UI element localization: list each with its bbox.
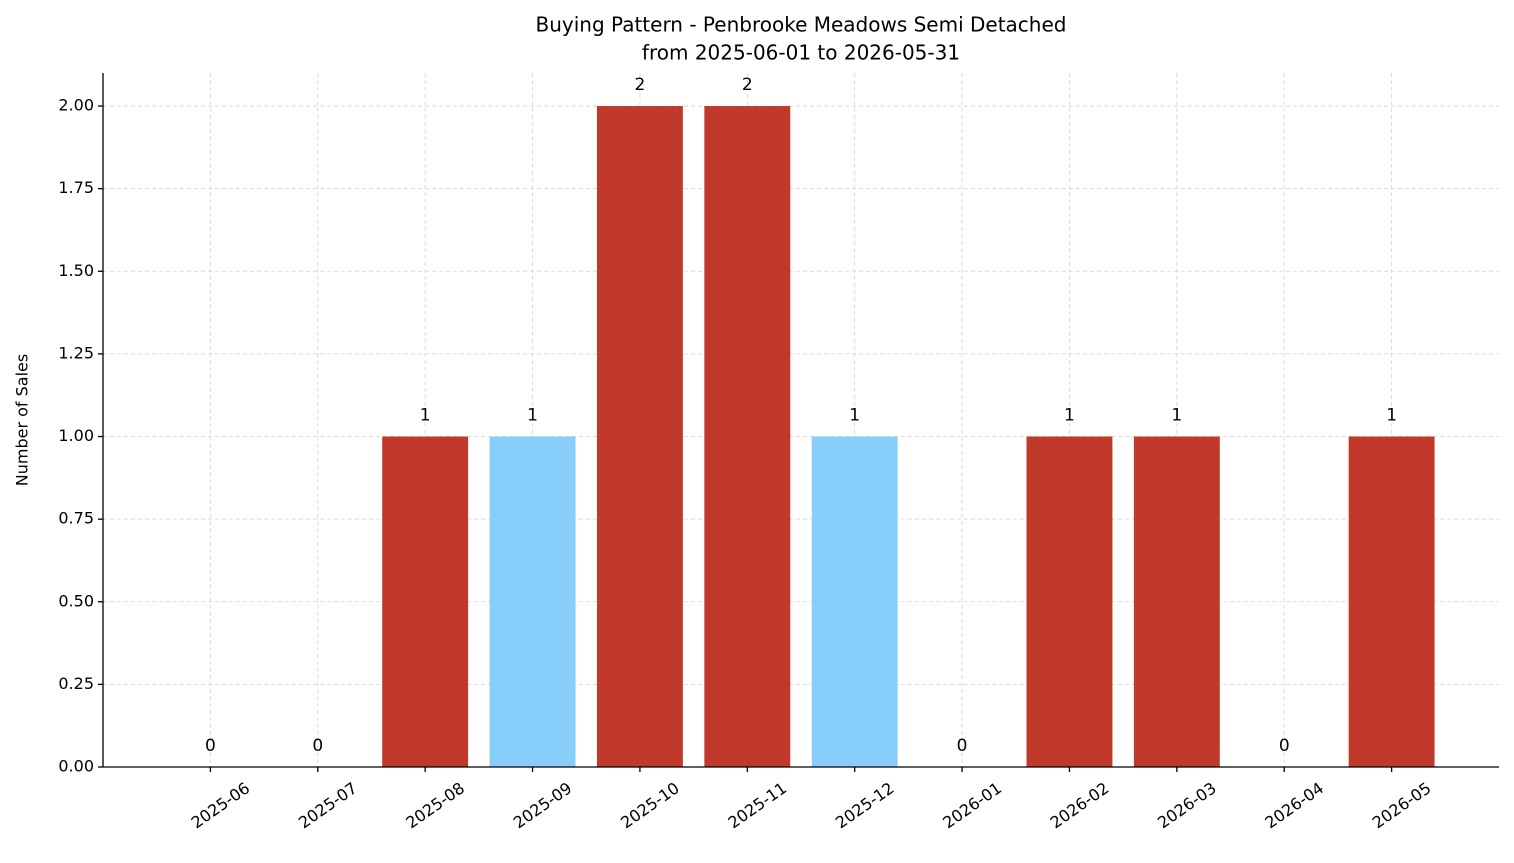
value-label: 1 xyxy=(527,406,538,426)
value-label: 1 xyxy=(1171,406,1182,426)
bar xyxy=(1348,436,1435,767)
value-label: 2 xyxy=(635,75,646,95)
bar xyxy=(811,436,898,767)
x-tick-label: 2025-06 xyxy=(188,778,254,832)
value-label: 0 xyxy=(957,736,968,756)
y-tick-label: 0.50 xyxy=(58,591,94,610)
y-tick-label: 0.75 xyxy=(58,509,94,528)
bar xyxy=(596,106,683,768)
x-tick-label: 2026-04 xyxy=(1261,778,1327,832)
value-label: 1 xyxy=(1386,406,1397,426)
y-tick-label: 0.00 xyxy=(58,757,94,776)
x-tick-label: 2025-12 xyxy=(832,778,898,832)
y-tick-label: 2.00 xyxy=(58,96,94,115)
value-label: 0 xyxy=(1279,736,1290,756)
x-tick-label: 2025-07 xyxy=(295,778,361,832)
bar xyxy=(1133,436,1220,767)
value-label: 0 xyxy=(205,736,216,756)
value-label: 0 xyxy=(312,736,323,756)
y-tick-label: 0.25 xyxy=(58,674,94,693)
x-tick-label: 2025-10 xyxy=(617,778,683,832)
value-label: 1 xyxy=(849,406,860,426)
value-label: 1 xyxy=(420,406,431,426)
bar xyxy=(489,436,576,767)
x-tick-label: 2025-09 xyxy=(510,778,576,832)
x-tick-label: 2025-08 xyxy=(402,778,468,832)
x-tick-label: 2026-01 xyxy=(939,778,1005,832)
x-tick-label: 2025-11 xyxy=(725,778,791,832)
value-label: 2 xyxy=(742,75,753,95)
x-tick-label: 2026-03 xyxy=(1154,778,1220,832)
x-tick-label: 2026-02 xyxy=(1047,778,1113,832)
y-tick-label: 1.50 xyxy=(58,261,94,280)
bar xyxy=(704,106,791,768)
chart-subtitle: from 2025-06-01 to 2026-05-31 xyxy=(642,41,960,65)
y-tick-label: 1.00 xyxy=(58,426,94,445)
y-tick-label: 1.75 xyxy=(58,178,94,197)
value-label: 1 xyxy=(1064,406,1075,426)
y-axis-label: Number of Sales xyxy=(13,354,32,486)
bar xyxy=(1026,436,1113,767)
y-tick-label: 1.25 xyxy=(58,343,94,362)
chart-title: Buying Pattern - Penbrooke Meadows Semi … xyxy=(536,13,1067,37)
x-tick-label: 2026-05 xyxy=(1369,778,1435,832)
bar xyxy=(382,436,469,767)
